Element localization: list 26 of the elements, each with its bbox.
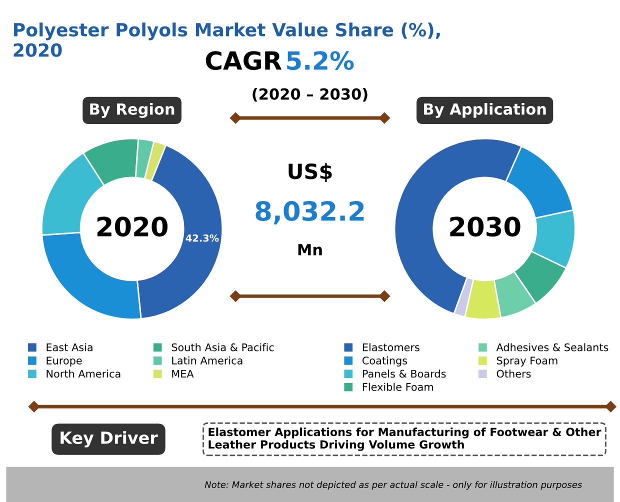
text: 5.2% (287, 51, 354, 70)
legend-label: MEA (172, 370, 194, 378)
text: 2020 (97, 216, 168, 237)
data-label: 42.3% (186, 234, 219, 242)
legend-label: Coatings (362, 356, 408, 366)
legend-label: Elastomers (362, 343, 420, 352)
legend-label: North America (46, 370, 120, 378)
legend-label: East Asia (46, 343, 92, 352)
chart-title: By Application (424, 103, 546, 118)
legend-label: Adhesives & Sealants (496, 343, 608, 352)
legend-label: South Asia & Pacific (172, 343, 274, 352)
text: US$ (288, 163, 332, 182)
chart-title: By Region (90, 103, 174, 118)
legend-label: Others (496, 370, 531, 378)
legend-label: Spray Foam (496, 356, 558, 366)
legend-label: Panels & Boards (362, 370, 446, 378)
text: Key Driver (60, 431, 158, 448)
text: Mn (298, 244, 322, 256)
legend-label: Flexible Foam (362, 382, 433, 391)
legend-label: Europe (46, 356, 82, 366)
text: Elastomer Applications for Manufacturing of Footwear & Other Leather Products Driving Volume Growth (208, 428, 602, 451)
legend-label: Latin America (172, 356, 242, 364)
text: 2030 (450, 216, 520, 237)
text: 8,032.2 (256, 201, 364, 224)
text: (2020 – 2030) (252, 88, 368, 102)
text: Note: Market shares not depicted as per actual scale - only for illustration purposes (204, 481, 582, 490)
